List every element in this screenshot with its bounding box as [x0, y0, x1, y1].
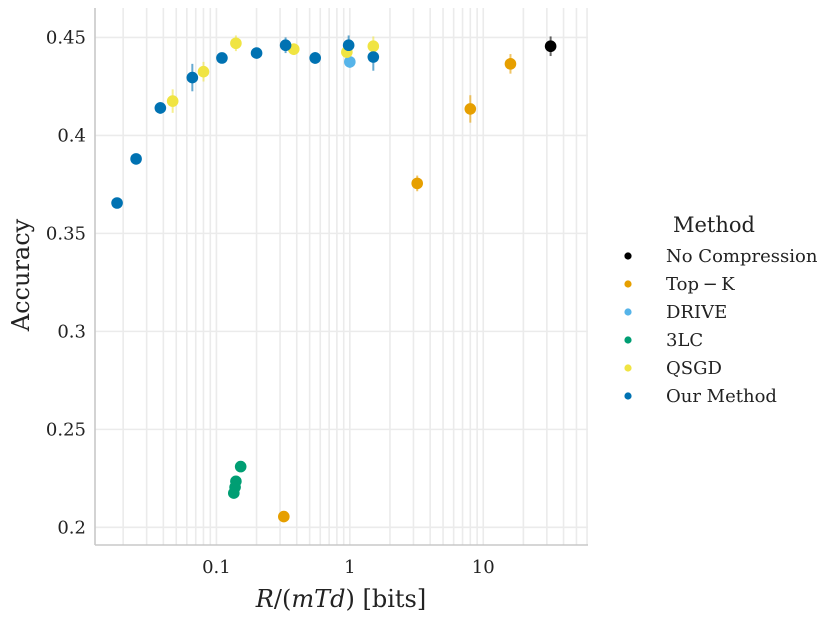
point-3lc [230, 475, 242, 488]
legend-label-3lc: 3LC [666, 330, 703, 351]
legend-label-drive: DRIVE [666, 302, 727, 323]
point-our-method [216, 52, 228, 64]
point-qsgd [367, 40, 380, 53]
legend-label-top-k: Top − K [666, 274, 735, 295]
x-tick-label: 1 [344, 557, 355, 578]
point-3lc [234, 460, 247, 473]
legend-title: Method [673, 213, 755, 237]
y-tick-label: 0.35 [46, 223, 86, 244]
x-tick-label: 0.1 [202, 557, 231, 578]
data-points [111, 37, 557, 523]
x-axis-title: R/(mTd) [bits] [255, 585, 426, 613]
point-top-k [464, 103, 477, 115]
grid-lines [95, 8, 588, 545]
point-top-k [411, 177, 424, 190]
point-our-method [309, 52, 321, 64]
y-tick-label: 0.2 [57, 517, 86, 538]
x-tick-label: 10 [472, 557, 495, 578]
legend-marker-3lc [624, 336, 632, 344]
point-our-method [186, 71, 199, 84]
point-our-method [130, 153, 142, 165]
error-bars [116, 35, 552, 521]
point-our-method [279, 39, 292, 52]
y-axis-title: Accuracy [7, 218, 35, 332]
point-qsgd [230, 37, 242, 50]
legend-marker-top-k [624, 280, 632, 288]
point-no-compression [544, 40, 557, 53]
legend-label-no-compression: No Compression [666, 246, 818, 267]
legend-marker-no-compression [624, 252, 632, 260]
point-drive [344, 56, 356, 68]
legend-marker-our-method [624, 392, 632, 400]
point-our-method [154, 102, 167, 114]
legend: Method No Compression Top − K DRIVE 3LC QSGD… [624, 213, 818, 407]
point-our-method [367, 51, 380, 63]
legend-label-our-method: Our Method [666, 386, 777, 407]
y-tick-label: 0.45 [46, 27, 86, 48]
legend-label-qsgd: QSGD [666, 358, 722, 379]
point-top-k [504, 58, 517, 70]
point-qsgd [166, 95, 179, 107]
legend-marker-qsgd [624, 364, 632, 372]
axes [94, 8, 588, 546]
y-tick-label: 0.4 [57, 125, 86, 146]
tick-labels: 0.1 1 10 0.2 0.25 0.3 0.35 0.4 0.45 [46, 27, 495, 578]
point-top-k [278, 510, 290, 523]
point-our-method [111, 197, 123, 209]
point-our-method [250, 47, 263, 59]
legend-marker-drive [624, 308, 632, 316]
y-tick-label: 0.25 [46, 419, 86, 440]
y-tick-label: 0.3 [57, 321, 86, 342]
point-our-method [342, 39, 355, 52]
point-qsgd [197, 65, 210, 78]
